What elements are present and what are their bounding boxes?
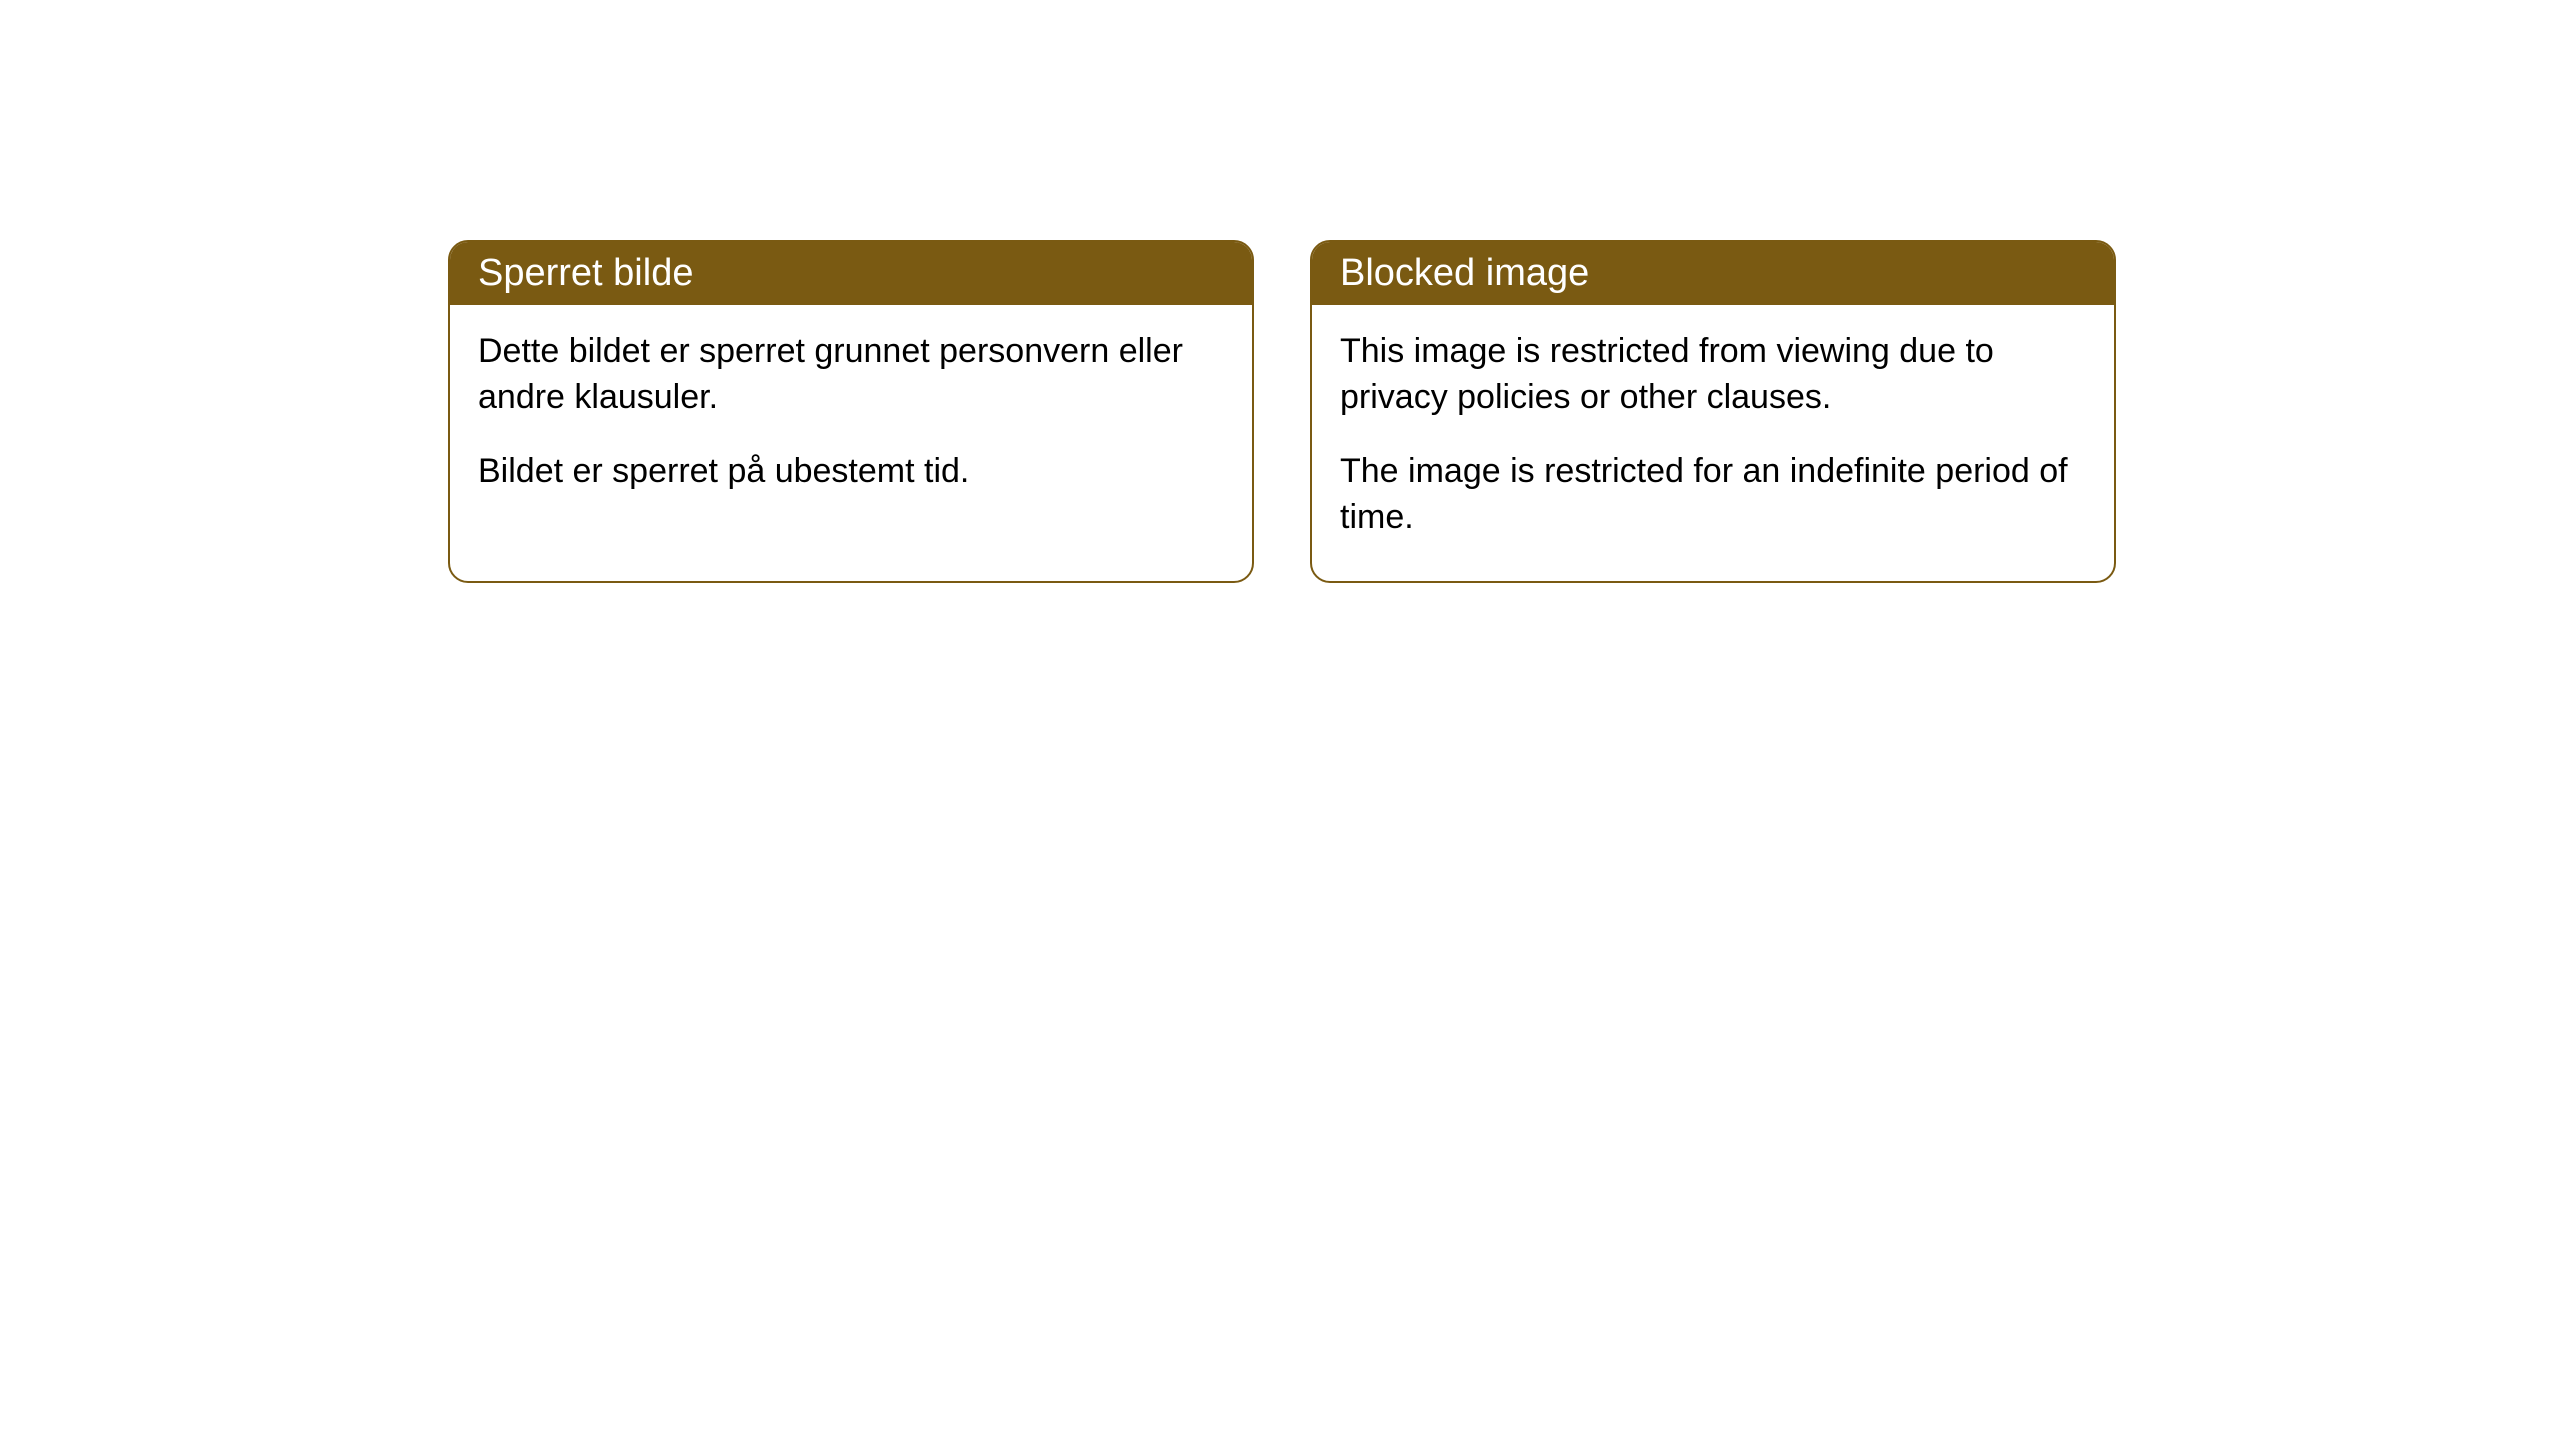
notice-cards-container: Sperret bilde Dette bildet er sperret gr…	[448, 240, 2116, 583]
card-header-norwegian: Sperret bilde	[450, 242, 1252, 305]
card-title-english: Blocked image	[1340, 252, 1589, 294]
card-title-norwegian: Sperret bilde	[478, 252, 693, 294]
card-body-norwegian: Dette bildet er sperret grunnet personve…	[450, 305, 1252, 535]
card-body-english: This image is restricted from viewing du…	[1312, 305, 2114, 581]
card-paragraph-1-english: This image is restricted from viewing du…	[1340, 329, 2086, 421]
card-header-english: Blocked image	[1312, 242, 2114, 305]
card-paragraph-1-norwegian: Dette bildet er sperret grunnet personve…	[478, 329, 1224, 421]
blocked-image-card-english: Blocked image This image is restricted f…	[1310, 240, 2116, 583]
card-paragraph-2-norwegian: Bildet er sperret på ubestemt tid.	[478, 449, 1224, 495]
blocked-image-card-norwegian: Sperret bilde Dette bildet er sperret gr…	[448, 240, 1254, 583]
card-paragraph-2-english: The image is restricted for an indefinit…	[1340, 449, 2086, 541]
